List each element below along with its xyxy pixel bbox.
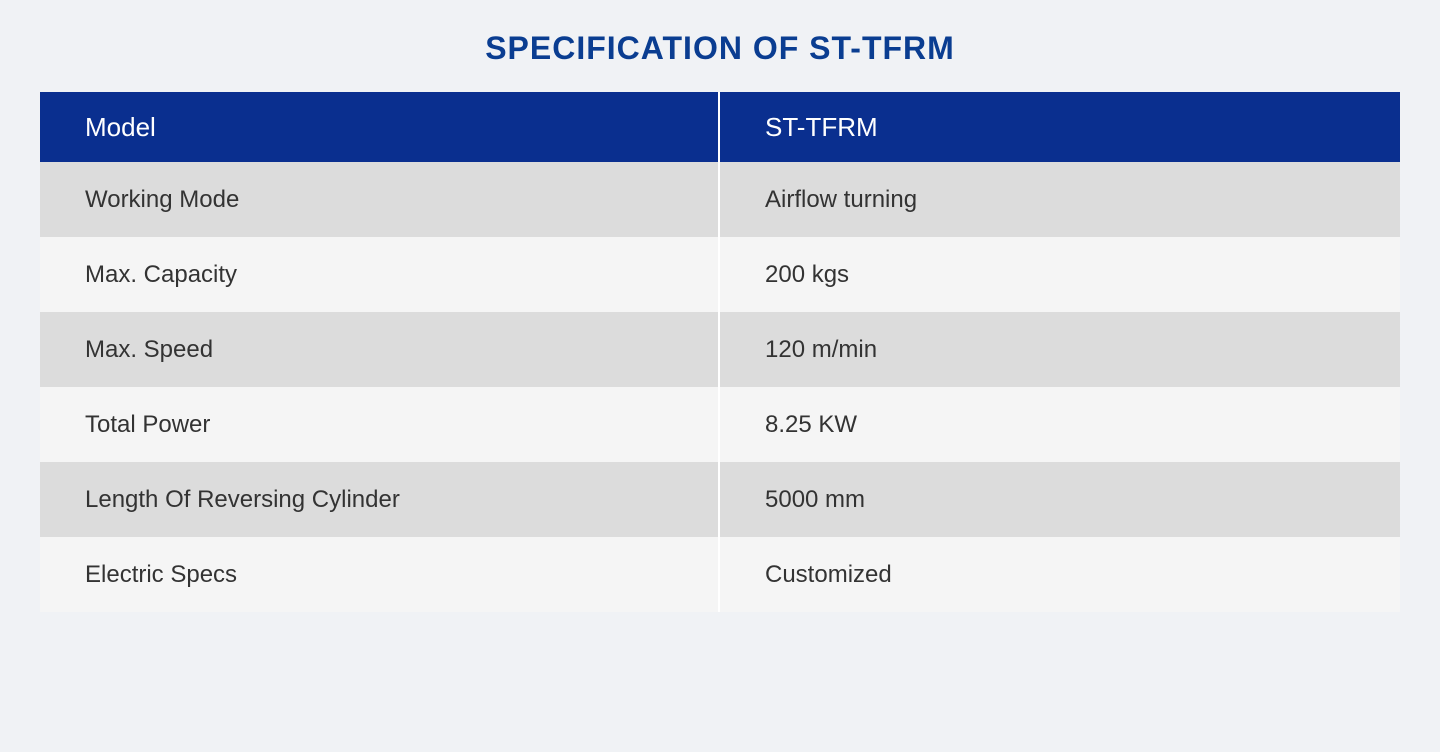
header-cell-label: Model: [40, 92, 720, 162]
row-value: Airflow turning: [720, 162, 1400, 237]
row-label: Max. Capacity: [40, 237, 720, 312]
row-label: Max. Speed: [40, 312, 720, 387]
row-value: 8.25 KW: [720, 387, 1400, 462]
page-title: SPECIFICATION OF ST-TFRM: [40, 30, 1400, 67]
row-label: Total Power: [40, 387, 720, 462]
row-label: Working Mode: [40, 162, 720, 237]
table-row: Working Mode Airflow turning: [40, 162, 1400, 237]
table-row: Total Power 8.25 KW: [40, 387, 1400, 462]
row-value: 5000 mm: [720, 462, 1400, 537]
table-row: Max. Speed 120 m/min: [40, 312, 1400, 387]
table-row: Length Of Reversing Cylinder 5000 mm: [40, 462, 1400, 537]
row-value: 120 m/min: [720, 312, 1400, 387]
row-label: Length Of Reversing Cylinder: [40, 462, 720, 537]
table-row: Max. Capacity 200 kgs: [40, 237, 1400, 312]
row-value: 200 kgs: [720, 237, 1400, 312]
header-cell-value: ST-TFRM: [720, 92, 1400, 162]
specification-table: Model ST-TFRM Working Mode Airflow turni…: [40, 92, 1400, 612]
table-header-row: Model ST-TFRM: [40, 92, 1400, 162]
table-row: Electric Specs Customized: [40, 537, 1400, 612]
row-label: Electric Specs: [40, 537, 720, 612]
row-value: Customized: [720, 537, 1400, 612]
